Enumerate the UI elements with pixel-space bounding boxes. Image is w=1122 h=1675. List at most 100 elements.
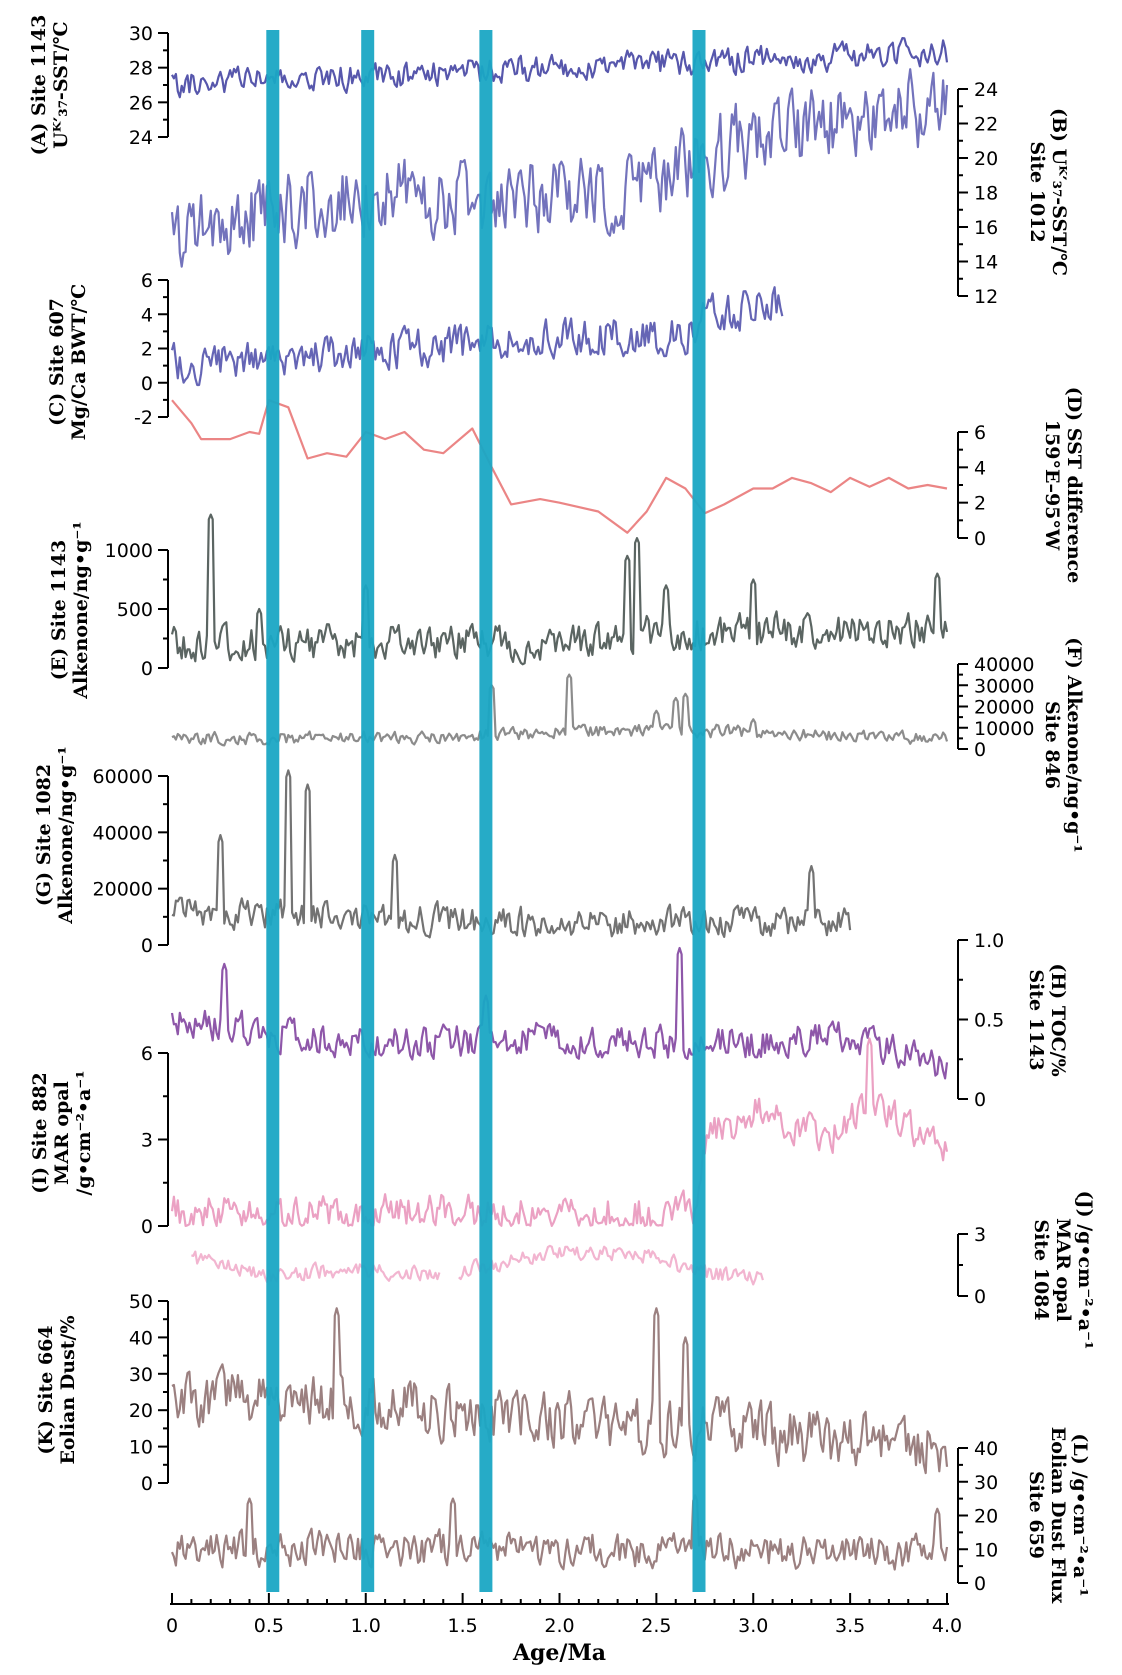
- y-tick-label-J-0: 0: [974, 1286, 986, 1308]
- axis-panel-G: 0 20000 40000 60000 (G) Site 1082Alkenone/ng…: [33, 746, 169, 957]
- y-axis-label-K: (K) Site 664Eolian Dust/%: [35, 1315, 79, 1464]
- y-axis-label-line-J-2: Site 1084: [1030, 1219, 1052, 1320]
- y-axis-label-line-A-1: Uᴷ′₃₇-SST/℃: [50, 21, 72, 148]
- y-tick-label-I-2: 6: [141, 1043, 153, 1065]
- series-line-B: [170, 68, 949, 268]
- y-axis-label-line-C-0: (C) Site 607: [46, 298, 68, 426]
- y-axis-label-line-H-1: Site 1143: [1025, 969, 1047, 1070]
- y-tick-label-A-0: 24: [129, 127, 153, 149]
- y-tick-label-H-2: 1.0: [974, 930, 1004, 952]
- y-tick-label-F-2: 20000: [974, 697, 1034, 719]
- y-axis-label-L: (L) /g•cm⁻²•a⁻¹Eolian Dust FluxSite 659: [1025, 1427, 1091, 1604]
- y-tick-label-B-6: 24: [974, 79, 998, 101]
- y-tick-label-E-0: 0: [141, 658, 153, 680]
- y-axis-label-A: (A) Site 1143Uᴷ′₃₇-SST/℃: [28, 15, 72, 156]
- y-axis-label-line-E-1: Alkenone/ng•g⁻¹: [70, 521, 92, 699]
- y-axis-label-B: (B) Uᴷ′₃₇-SST/℃Site 1012: [1026, 108, 1070, 276]
- highlight-band-2: [361, 30, 375, 1592]
- highlight-band-4: [692, 30, 706, 1592]
- y-tick-label-E-2: 1000: [105, 540, 153, 562]
- y-tick-label-C-4: 6: [141, 270, 153, 292]
- x-tick-label-7: 3.5: [835, 1615, 865, 1637]
- y-axis-label-line-D-0: (D) SST difference: [1063, 387, 1085, 584]
- axis-panel-B: 12 14 16 18 20 22 24 (B) Uᴷ′₃₇-SST/℃Site 1012: [957, 79, 1070, 308]
- y-tick-label-L-3: 30: [974, 1472, 998, 1494]
- y-tick-label-A-1: 26: [129, 92, 153, 114]
- y-tick-label-A-2: 28: [129, 58, 153, 80]
- series-line-D: [171, 399, 948, 534]
- y-axis-label-line-B-1: Site 1012: [1026, 141, 1048, 242]
- y-axis-label-line-G-0: (G) Site 1082: [33, 764, 55, 906]
- y-tick-label-K-1: 10: [129, 1437, 153, 1459]
- y-tick-label-J-1: 3: [974, 1224, 986, 1246]
- series-line-H: [170, 946, 949, 1080]
- y-axis-label-line-B-0: (B) Uᴷ′₃₇-SST/℃: [1048, 108, 1070, 276]
- axis-panel-A: 24 26 28 30 (A) Site 1143Uᴷ′₃₇-SST/℃: [28, 15, 169, 156]
- y-axis-label-line-H-0: (H) TOC/%: [1047, 963, 1069, 1076]
- y-tick-label-C-1: 0: [141, 373, 153, 395]
- y-axis-label-line-L-1: Eolian Dust Flux: [1047, 1427, 1069, 1604]
- series-line-F: [171, 673, 949, 747]
- series-line-J: [191, 1244, 764, 1286]
- y-tick-label-K-4: 40: [129, 1327, 153, 1349]
- highlight-band-1: [266, 30, 280, 1592]
- x-tick-label-8: 4.0: [932, 1615, 962, 1637]
- x-tick-label-4: 2.0: [544, 1615, 574, 1637]
- y-axis-label-F: (F) Alkenone/ng•g⁻¹Site 846: [1041, 637, 1085, 853]
- x-tick-label-5: 2.5: [641, 1615, 671, 1637]
- y-tick-label-I-1: 3: [141, 1130, 153, 1152]
- y-tick-label-L-4: 40: [974, 1438, 998, 1460]
- y-tick-label-K-0: 0: [141, 1473, 153, 1495]
- series-line-C: [170, 286, 784, 387]
- y-tick-label-K-3: 30: [129, 1364, 153, 1386]
- y-tick-label-B-2: 16: [974, 217, 998, 239]
- axis-panel-D: 0 2 4 6 (D) SST difference159°E–95°W: [957, 387, 1085, 584]
- y-tick-label-F-0: 0: [974, 739, 986, 761]
- y-axis-label-line-D-1: 159°E–95°W: [1041, 420, 1063, 551]
- x-tick-label-3: 1.5: [448, 1615, 478, 1637]
- y-axis-label-C: (C) Site 607Mg/Ca BWT/℃: [46, 284, 90, 441]
- y-axis-label-line-F-0: (F) Alkenone/ng•g⁻¹: [1063, 637, 1085, 853]
- series-line-K: [171, 1307, 949, 1475]
- y-tick-label-I-0: 0: [141, 1216, 153, 1238]
- y-tick-label-B-1: 14: [974, 252, 998, 274]
- y-axis-label-line-I-0: (I) Site 882: [29, 1072, 51, 1194]
- y-tick-label-L-0: 0: [974, 1573, 986, 1595]
- series-line-A: [171, 37, 949, 99]
- y-tick-label-D-1: 2: [974, 493, 986, 515]
- x-tick-label-2: 1.0: [351, 1615, 381, 1637]
- y-tick-label-L-2: 20: [974, 1506, 998, 1528]
- y-axis-label-line-I-2: /g•cm⁻²•a⁻¹: [73, 1070, 95, 1195]
- x-axis: 0 0.5 1.0 1.5 2.0 2.5 3.0 3.5 4.0 Age/Ma: [166, 1593, 962, 1666]
- highlight-band-3: [479, 30, 493, 1592]
- y-tick-label-G-1: 20000: [93, 879, 153, 901]
- y-axis-label-line-K-1: Eolian Dust/%: [57, 1315, 79, 1464]
- y-tick-label-H-0: 0: [974, 1089, 986, 1111]
- y-tick-label-D-2: 4: [974, 457, 986, 479]
- series-line-I: [170, 1037, 949, 1227]
- y-tick-label-H-1: 0.5: [974, 1010, 1004, 1032]
- series-line-E: [170, 513, 949, 666]
- x-tick-label-6: 3.0: [738, 1615, 768, 1637]
- y-axis-label-line-L-2: Site 659: [1025, 1471, 1047, 1559]
- y-tick-label-D-3: 6: [974, 422, 986, 444]
- y-tick-label-B-0: 12: [974, 286, 998, 308]
- axis-panel-H: 0 0.5 1.0 (H) TOC/%Site 1143: [957, 930, 1069, 1111]
- y-axis-label-line-F-1: Site 846: [1041, 701, 1063, 789]
- y-tick-label-A-3: 30: [129, 23, 153, 45]
- y-tick-label-D-0: 0: [974, 528, 986, 550]
- series-line-L: [170, 1494, 949, 1571]
- y-tick-label-B-3: 18: [974, 183, 998, 205]
- y-tick-label-C-0: -2: [134, 407, 153, 429]
- y-tick-label-K-5: 50: [129, 1291, 153, 1313]
- y-axis-label-line-J-0: (J) /g•cm⁻²•a⁻¹: [1074, 1191, 1096, 1350]
- x-tick-label-0: 0: [166, 1615, 178, 1637]
- y-axis-label-J: (J) /g•cm⁻²•a⁻¹MAR opalSite 1084: [1030, 1191, 1096, 1350]
- y-axis-label-G: (G) Site 1082Alkenone/ng•g⁻¹: [33, 746, 77, 924]
- y-tick-label-G-2: 40000: [93, 822, 153, 844]
- y-tick-label-L-1: 10: [974, 1539, 998, 1561]
- axis-panel-J: 0 3 (J) /g•cm⁻²•a⁻¹MAR opalSite 1084: [957, 1191, 1096, 1350]
